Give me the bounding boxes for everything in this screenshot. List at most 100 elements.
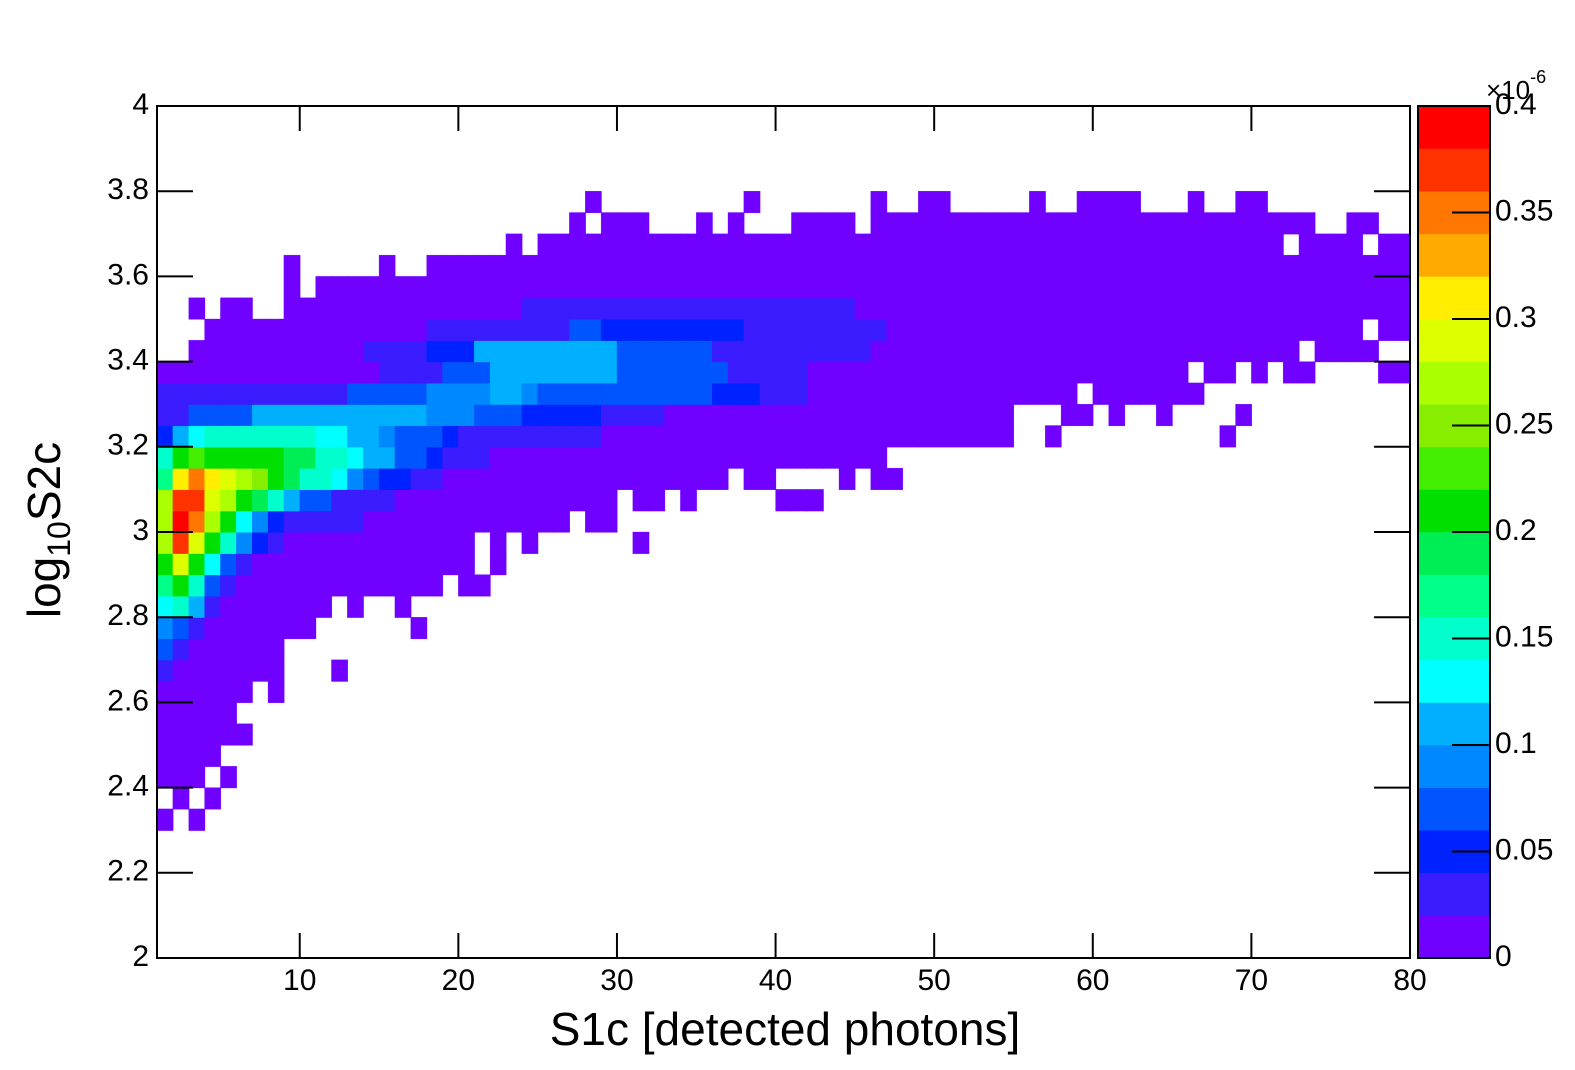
heatmap-cell: [1060, 297, 1078, 320]
heatmap-cell: [934, 297, 951, 320]
heatmap-cell: [220, 318, 237, 341]
heatmap-cell: [569, 212, 586, 235]
heatmap-cell: [1029, 318, 1046, 341]
heatmap-cell: [838, 276, 856, 299]
heatmap-cell: [1076, 297, 1094, 320]
heatmap-cell: [378, 361, 396, 384]
heatmap-cell: [886, 297, 904, 320]
heatmap-cell: [1045, 233, 1062, 256]
heatmap-cell: [537, 340, 555, 363]
heatmap-cell: [283, 318, 301, 341]
heatmap-cell: [220, 574, 237, 597]
heatmap-cell: [1076, 340, 1094, 363]
heatmap-cell: [410, 467, 428, 490]
heatmap-cell: [600, 233, 618, 256]
heatmap-cell: [474, 446, 491, 469]
heatmap-cell: [172, 446, 190, 469]
heatmap-cell: [838, 446, 856, 469]
heatmap-cell: [1124, 318, 1141, 341]
heatmap-cell: [1140, 276, 1157, 299]
z-exponent-power: -6: [1530, 67, 1546, 87]
heatmap-cell: [553, 297, 570, 320]
heatmap-cell: [664, 425, 681, 448]
heatmap-cell: [696, 467, 713, 490]
heatmap-cell: [474, 382, 491, 405]
heatmap-cell: [458, 489, 475, 512]
heatmap-cell: [220, 659, 237, 682]
heatmap-cell: [188, 723, 206, 746]
heatmap-cell: [489, 276, 507, 299]
heatmap-cell: [743, 467, 761, 490]
heatmap-cell: [410, 297, 428, 320]
y-tick-label: 3.8: [107, 173, 149, 206]
heatmap-cell: [442, 297, 459, 320]
heatmap-cell: [600, 489, 618, 512]
heatmap-cell: [823, 404, 840, 427]
heatmap-cell: [474, 425, 491, 448]
heatmap-cell: [236, 510, 253, 533]
heatmap-cell: [585, 446, 602, 469]
heatmap-cell: [727, 446, 745, 469]
heatmap-cell: [1187, 233, 1205, 256]
heatmap-cell: [347, 361, 364, 384]
heatmap-cell: [949, 254, 967, 277]
heatmap-cell: [394, 404, 412, 427]
heatmap-cell: [648, 276, 666, 299]
heatmap-cell: [664, 318, 681, 341]
heatmap-cell: [1203, 276, 1221, 299]
heatmap-cell: [1092, 361, 1110, 384]
heatmap-cell: [188, 297, 206, 320]
heatmap-cell: [474, 404, 491, 427]
heatmap-cell: [188, 659, 206, 682]
heatmap-cell: [870, 191, 888, 214]
heatmap-cell: [204, 425, 221, 448]
heatmap-cell: [172, 361, 190, 384]
heatmap-cell: [458, 425, 475, 448]
heatmap-cell: [220, 340, 237, 363]
heatmap-cell: [521, 254, 539, 277]
heatmap-cell: [236, 318, 253, 341]
heatmap-cell: [1156, 382, 1173, 405]
palette-band: [1418, 532, 1490, 575]
heatmap-cell: [1060, 212, 1078, 235]
heatmap-cell: [902, 212, 919, 235]
z-tick-label: 0.15: [1495, 620, 1553, 653]
heatmap-cell: [299, 361, 317, 384]
heatmap-cell: [1140, 318, 1157, 341]
heatmap-cell: [252, 425, 269, 448]
heatmap-cell: [283, 489, 301, 512]
heatmap-cell: [1298, 254, 1316, 277]
heatmap-cell: [172, 510, 190, 533]
heatmap-cell: [934, 212, 951, 235]
heatmap-cell: [600, 340, 618, 363]
heatmap-cell: [172, 766, 190, 789]
palette-band: [1418, 233, 1490, 277]
heatmap-cell: [188, 510, 206, 533]
heatmap-cell: [442, 318, 459, 341]
y-tick-label: 3: [132, 514, 149, 547]
heatmap-cell: [1267, 318, 1284, 341]
heatmap-cell: [1140, 212, 1157, 235]
heatmap-cell: [1171, 361, 1189, 384]
heatmap-cell: [1203, 297, 1221, 320]
heatmap-cell: [172, 489, 190, 512]
heatmap-cell: [537, 382, 555, 405]
heatmap-cell: [870, 340, 888, 363]
heatmap-cell: [156, 404, 174, 427]
heatmap-cell: [331, 531, 348, 554]
heatmap-cell: [569, 318, 586, 341]
heatmap-cell: [458, 254, 475, 277]
heatmap-cell: [807, 361, 824, 384]
x-tick-label: 50: [917, 964, 950, 997]
heatmap-cell: [711, 276, 729, 299]
heatmap-cell: [1314, 297, 1332, 320]
x-tick-label: 30: [600, 964, 633, 997]
heatmap-cell: [569, 297, 586, 320]
heatmap-cell: [347, 297, 364, 320]
heatmap-cell: [172, 531, 190, 554]
heatmap-cell: [1092, 297, 1110, 320]
heatmap-cell: [1124, 254, 1141, 277]
y-tick-label: 3.6: [107, 258, 149, 291]
heatmap-cell: [807, 382, 824, 405]
